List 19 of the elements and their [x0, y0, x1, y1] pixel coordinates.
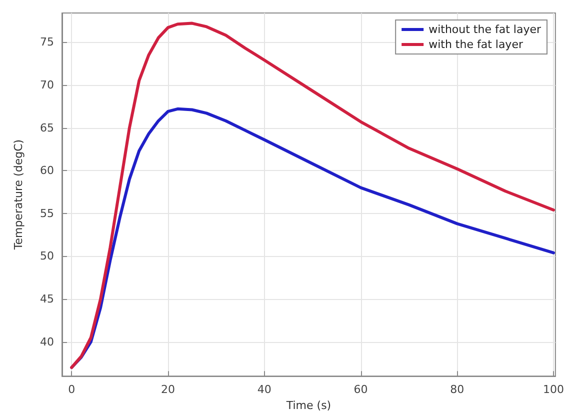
x-tick-label: 0 [68, 383, 76, 396]
line-series [70, 22, 555, 370]
y-tick-label: 75 [40, 36, 54, 49]
y-tick-label: 45 [40, 292, 54, 306]
y-tick-label: 55 [40, 206, 54, 220]
y-tick-label: 60 [40, 164, 54, 178]
y-tick-label: 65 [40, 121, 54, 134]
y-tick-label: 70 [40, 78, 54, 92]
legend-label: without the fat layer [428, 23, 542, 36]
y-axis-title: Temperature (degC) [12, 139, 25, 251]
x-tick-label: 20 [161, 383, 176, 396]
x-tick-label: 60 [354, 383, 368, 396]
x-axis-title: Time (s) [285, 399, 332, 412]
x-tick-label: 100 [543, 383, 564, 396]
legend-label: with the fat layer [428, 38, 524, 51]
x-tick-label: 80 [450, 383, 464, 396]
y-tick-label: 50 [40, 250, 54, 263]
y-tick-label: 40 [40, 335, 54, 348]
x-tick-label: 40 [257, 383, 272, 396]
